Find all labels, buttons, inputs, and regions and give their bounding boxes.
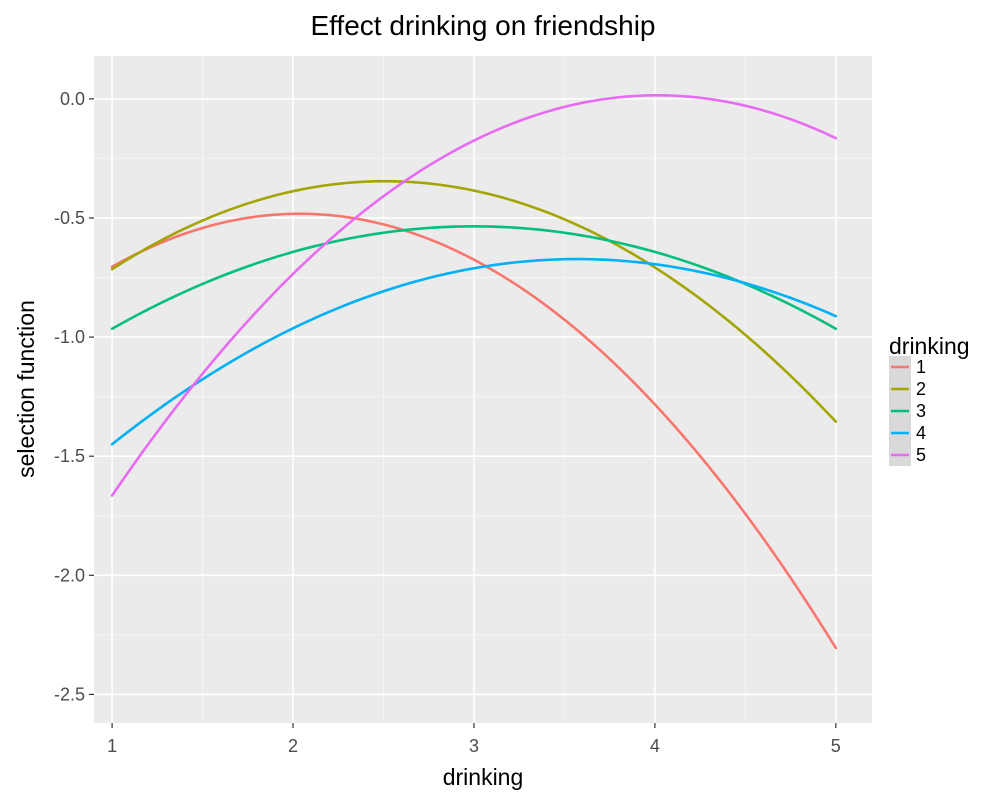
y-tick-label: -1.0 bbox=[54, 327, 85, 347]
y-tick-label: -2.0 bbox=[54, 565, 85, 585]
legend-label-3: 3 bbox=[916, 401, 926, 421]
series-line-4 bbox=[110, 257, 838, 446]
plot-panel bbox=[94, 56, 872, 723]
series-lines bbox=[110, 94, 838, 650]
series-line-1 bbox=[110, 212, 838, 650]
x-tick-label: 2 bbox=[288, 736, 298, 756]
x-tick-label: 5 bbox=[831, 736, 841, 756]
series-line-2 bbox=[110, 179, 838, 423]
legend-label-1: 1 bbox=[916, 357, 926, 377]
y-axis-title: selection function bbox=[13, 300, 39, 478]
x-axis: 1 2 3 4 5 bbox=[107, 723, 841, 756]
x-tick-label: 3 bbox=[469, 736, 479, 756]
legend-label-4: 4 bbox=[916, 423, 926, 443]
y-tick-label: -1.5 bbox=[54, 446, 85, 466]
y-tick-label: -2.5 bbox=[54, 684, 85, 704]
x-tick-label: 4 bbox=[650, 736, 660, 756]
series-line-5 bbox=[110, 94, 838, 497]
legend-title: drinking bbox=[889, 333, 970, 359]
series-line-3 bbox=[110, 225, 838, 331]
legend-label-2: 2 bbox=[916, 379, 926, 399]
legend-label-5: 5 bbox=[916, 445, 926, 465]
y-tick-label: 0.0 bbox=[60, 89, 85, 109]
y-axis: 0.0 -0.5 -1.0 -1.5 -2.0 -2.5 bbox=[54, 89, 94, 704]
grid-minor bbox=[94, 56, 872, 723]
chart-title: Effect drinking on friendship bbox=[310, 10, 655, 41]
x-tick-label: 1 bbox=[107, 736, 117, 756]
x-axis-title: drinking bbox=[443, 764, 524, 790]
grid-major bbox=[94, 56, 872, 723]
y-tick-label: -0.5 bbox=[54, 208, 85, 228]
